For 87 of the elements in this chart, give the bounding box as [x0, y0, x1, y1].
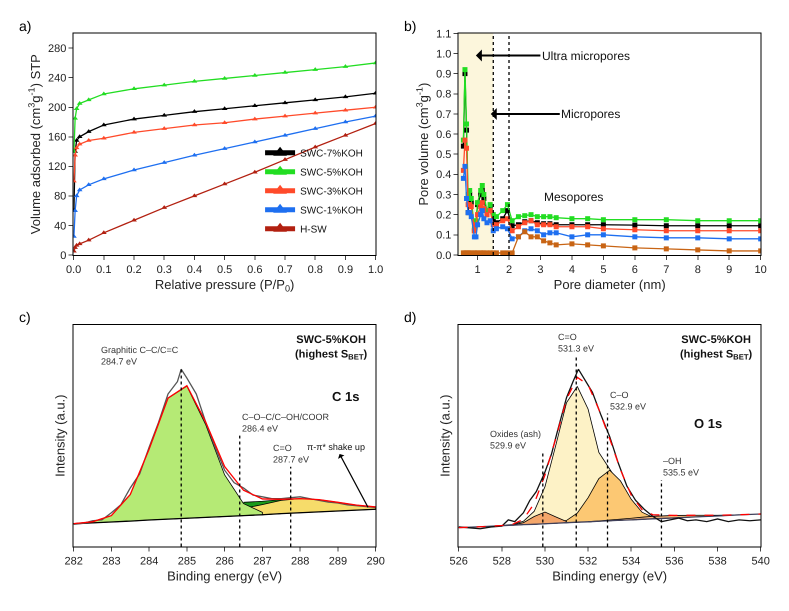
x-tick-label: 536 [665, 556, 684, 568]
y-tick-label: 0.3 [436, 189, 452, 202]
x-tick-label: 0.5 [216, 264, 232, 276]
annotation: Ultra micropores [542, 49, 630, 63]
x-tick-label: 288 [290, 556, 310, 568]
x-tick-label: 1 [474, 264, 481, 276]
x-tick-label: 285 [178, 556, 196, 568]
chart-title: b) [404, 18, 416, 34]
y-tick-label: 80 [54, 190, 66, 203]
x-tick-label: 283 [102, 556, 121, 568]
annotation: π-π* shake up [307, 442, 365, 452]
y-tick-label: 200 [48, 102, 66, 114]
x-tick-label: 5 [600, 264, 606, 276]
ref-line-label: Oxides (ash) 529.9 eV [490, 429, 542, 451]
x-tick-label: 528 [492, 556, 511, 568]
y-tick-label: 0.0 [436, 250, 452, 262]
y-axis-title: Intensity (a.u.) [52, 394, 68, 477]
annotation: Micropores [561, 107, 620, 121]
x-tick-label: 4 [568, 264, 575, 276]
text: SWC-5%KOH (highest S$_{BET}$) [295, 334, 368, 362]
x-tick-label: 287 [253, 556, 272, 568]
annotation: C 1s [332, 389, 360, 404]
x-tick-label: 534 [622, 556, 640, 568]
x-axis-title: Binding energy (eV) [167, 568, 282, 584]
y-tick-label: 0.4 [436, 169, 452, 182]
x-tick-label: 282 [64, 556, 83, 568]
x-axis-title: Pore diameter (nm) [554, 276, 666, 292]
x-tick-label: 0.2 [126, 264, 142, 276]
y-tick-label: 0.6 [436, 128, 452, 141]
x-tick-label: 3 [537, 264, 544, 276]
x-tick-label: 290 [366, 556, 385, 568]
y-tick-label: 1.0 [436, 48, 452, 60]
y-tick-label: 0.1 [436, 230, 452, 242]
text: SWC-5%KOH (highest S$_{BET}$) [680, 334, 753, 362]
y-tick-label: 0.8 [436, 88, 452, 101]
x-tick-label: 289 [328, 556, 348, 568]
ref-line-label: C–O–C/C–OH/COOR 286.4 eV [242, 412, 330, 434]
y-tick-label: 280 [48, 43, 66, 56]
x-tick-label: 0.7 [277, 264, 293, 276]
y-tick-label: 240 [48, 72, 66, 85]
x-tick-label: 0.4 [186, 264, 202, 276]
y-tick-label: 0.5 [436, 149, 452, 162]
x-tick-label: 0.3 [156, 264, 172, 276]
y-tick-label: 0.7 [436, 108, 452, 121]
x-tick-label: 0.9 [338, 264, 354, 276]
x-tick-label: 532 [578, 556, 598, 568]
x-tick-label: 0.8 [308, 264, 323, 276]
ref-line-label: C–O 532.9 eV [610, 390, 646, 412]
x-tick-label: 0.0 [66, 264, 82, 276]
y-tick-label: 0 [60, 250, 66, 262]
legend-label: SWC-3%KOH [300, 186, 363, 198]
annotation: O 1s [694, 416, 722, 431]
x-tick-label: 6 [632, 264, 638, 276]
x-axis-title: Binding energy (eV) [552, 568, 668, 584]
ref-line-label: Graphitic C–C/C=C 284.7 eV [101, 345, 179, 367]
x-tick-label: 2 [506, 264, 512, 276]
x-tick-label: 7 [663, 264, 670, 276]
x-tick-label: 540 [751, 556, 770, 568]
x-tick-label: 526 [449, 556, 468, 568]
x-tick-label: 284 [140, 556, 158, 568]
y-tick-label: 1.1 [436, 28, 452, 40]
ref-line-label: C=O 531.3 eV [558, 332, 594, 354]
legend-label: H-SW [300, 224, 328, 236]
x-tick-label: 9 [726, 264, 732, 276]
x-tick-label: 0.6 [247, 264, 262, 276]
x-tick-label: 538 [708, 556, 727, 568]
chart-title: a) [19, 18, 32, 34]
y-tick-label: 0.2 [436, 210, 452, 222]
ref-line-label: –OH 535.5 eV [663, 456, 700, 478]
x-tick-label: 286 [215, 556, 234, 568]
x-tick-label: 1.0 [368, 264, 384, 276]
y-tick-label: 0.9 [436, 68, 452, 81]
legend-label: SWC-1%KOH [300, 206, 363, 217]
x-tick-label: 0.1 [96, 264, 112, 276]
legend-label: SWC-7%KOH [300, 148, 363, 160]
x-axis-title: Relative pressure (P/P$_{0}$) [154, 276, 294, 294]
x-tick-label: 10 [754, 264, 767, 276]
annotation: Mesopores [544, 190, 604, 204]
x-tick-label: 8 [694, 264, 701, 276]
x-tick-label: 530 [536, 556, 554, 568]
y-tick-label: 40 [54, 220, 66, 232]
y-tick-label: 120 [48, 161, 66, 174]
y-tick-label: 160 [48, 132, 66, 144]
chart-title: d) [404, 309, 416, 325]
chart-title: c) [19, 309, 31, 325]
y-axis-title: Intensity (a.u.) [438, 394, 453, 477]
legend-label: SWC-5%KOH [300, 168, 363, 179]
